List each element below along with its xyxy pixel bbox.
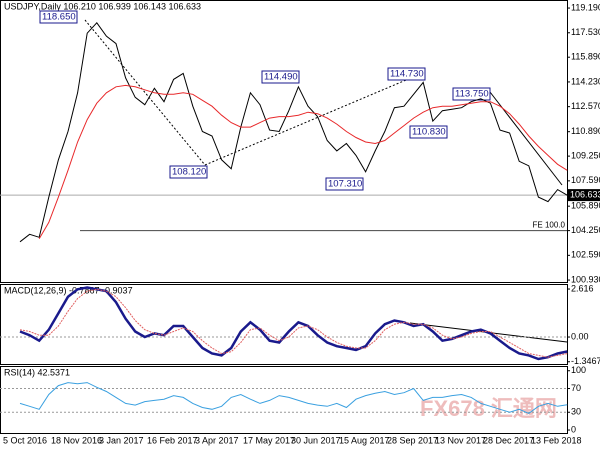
x-tick-label: 16 Feb 2017 [147,435,198,445]
annotation: 118.650 [42,12,76,23]
y-tick-label: 104.250 [571,225,600,235]
x-tick-label: 30 Jun 2017 [291,435,341,445]
last-price-box [567,189,600,202]
y-tick-label: 117.530 [571,27,600,37]
panel-title: MACD(12,26,9) -0.7867 -0.9037 [4,285,133,295]
series-line [19,382,568,414]
y-tick-label: 0 [571,424,576,434]
annotation: 114.730 [390,69,424,80]
y-tick-label: 100 [571,365,586,375]
y-tick-label: 70 [571,383,581,393]
x-tick-label: 28 Dec 2017 [483,435,534,445]
series-line [19,288,568,358]
x-tick-label: 13 Feb 2018 [531,435,582,445]
y-tick-label: 102.590 [571,250,600,260]
y-tick-label: 112.570 [571,101,600,111]
annotation-box [169,165,208,179]
annotation: 107.310 [328,179,362,190]
last-price-label: 106.633 [570,189,600,199]
x-tick-label: 13 Nov 2017 [435,435,486,445]
annotation-box [409,125,448,139]
annotation-box [261,70,300,84]
annotation: 110.830 [412,127,446,138]
y-tick-label: 105.890 [571,201,600,211]
y-tick-label: 0.00 [571,331,589,341]
series-line [19,22,568,243]
y-tick-label: 115.890 [571,52,600,62]
y-tick-label: 114.230 [571,76,600,86]
annotation: 113.750 [455,89,489,100]
x-tick-label: 3 Jan 2017 [99,435,144,445]
panel-title: USDJPY,Daily 106.210 106.939 106.143 106… [4,1,201,11]
x-tick-label: 28 Sep 2017 [387,435,438,445]
y-tick-label: 109.250 [571,150,600,160]
trend-line [204,71,426,166]
x-tick-label: 18 Nov 2016 [51,435,102,445]
x-tick-label: 5 Oct 2016 [3,435,47,445]
y-tick-label: 119.190 [571,2,600,12]
annotation: 108.120 [172,167,206,178]
annotation-box [452,87,491,101]
y-tick-label: 107.590 [571,175,600,185]
y-tick-label: 2.616 [571,283,594,293]
trend-line [489,91,563,186]
y-tick-label: 100.930 [571,274,600,284]
reference-label: FE 100.0 [533,221,566,230]
panel-title: RSI(14) 42.5371 [4,367,70,377]
annotation: 114.490 [264,72,298,83]
annotation-box [39,10,78,24]
series-line [19,286,568,361]
price-panel [0,0,568,283]
annotation-box [387,67,426,81]
rsi-panel [0,366,568,434]
x-tick-label: 15 Aug 2017 [339,435,390,445]
y-tick-label: 30 [571,407,581,417]
y-tick-label: -1.3467 [571,356,600,366]
y-tick-label: 110.890 [571,126,600,136]
series-line [38,84,568,240]
watermark: FX678 汇通网 [420,396,557,421]
trend-line [84,19,206,166]
macd-panel [0,284,568,365]
x-tick-label: 3 Apr 2017 [195,435,239,445]
annotation-box [325,177,364,191]
x-tick-label: 17 May 2017 [243,435,295,445]
